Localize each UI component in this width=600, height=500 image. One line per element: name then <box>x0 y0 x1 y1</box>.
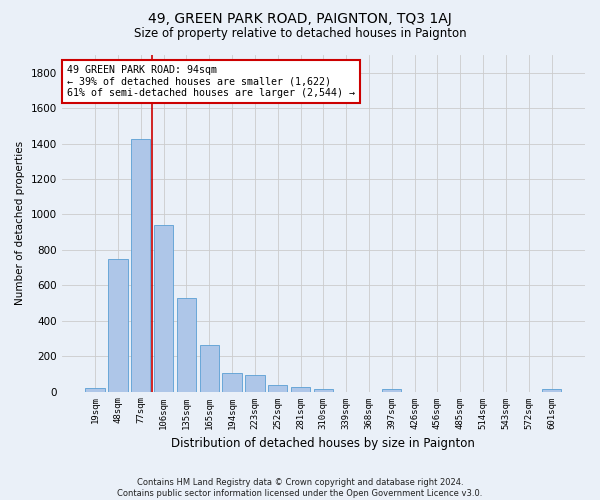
Text: Contains HM Land Registry data © Crown copyright and database right 2024.
Contai: Contains HM Land Registry data © Crown c… <box>118 478 482 498</box>
Bar <box>154 225 173 392</box>
Bar <box>314 389 333 392</box>
Bar <box>542 389 561 392</box>
Bar <box>200 344 219 392</box>
Text: 49, GREEN PARK ROAD, PAIGNTON, TQ3 1AJ: 49, GREEN PARK ROAD, PAIGNTON, TQ3 1AJ <box>148 12 452 26</box>
Bar <box>291 387 310 392</box>
Bar <box>223 374 242 392</box>
Bar <box>85 388 105 392</box>
Bar <box>382 389 401 392</box>
Text: Size of property relative to detached houses in Paignton: Size of property relative to detached ho… <box>134 28 466 40</box>
Bar <box>245 376 265 392</box>
Bar <box>131 139 151 392</box>
Bar <box>108 259 128 392</box>
X-axis label: Distribution of detached houses by size in Paignton: Distribution of detached houses by size … <box>172 437 475 450</box>
Text: 49 GREEN PARK ROAD: 94sqm
← 39% of detached houses are smaller (1,622)
61% of se: 49 GREEN PARK ROAD: 94sqm ← 39% of detac… <box>67 65 355 98</box>
Y-axis label: Number of detached properties: Number of detached properties <box>15 141 25 306</box>
Bar <box>268 386 287 392</box>
Bar <box>177 298 196 392</box>
